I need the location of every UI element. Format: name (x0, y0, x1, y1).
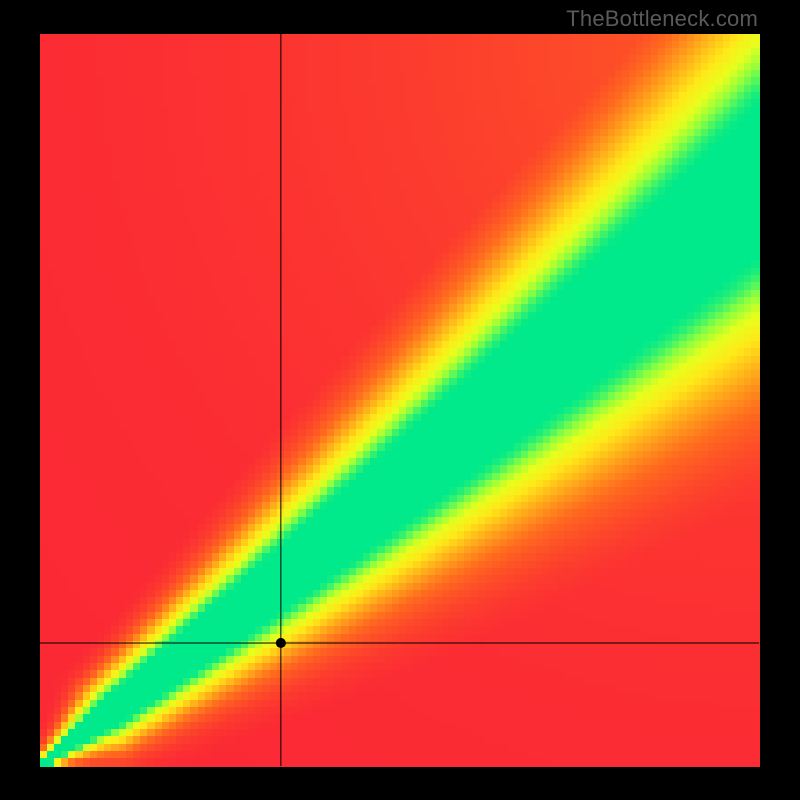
heatmap-canvas (0, 0, 800, 800)
watermark-text: TheBottleneck.com (566, 6, 758, 32)
bottleneck-heatmap: TheBottleneck.com (0, 0, 800, 800)
